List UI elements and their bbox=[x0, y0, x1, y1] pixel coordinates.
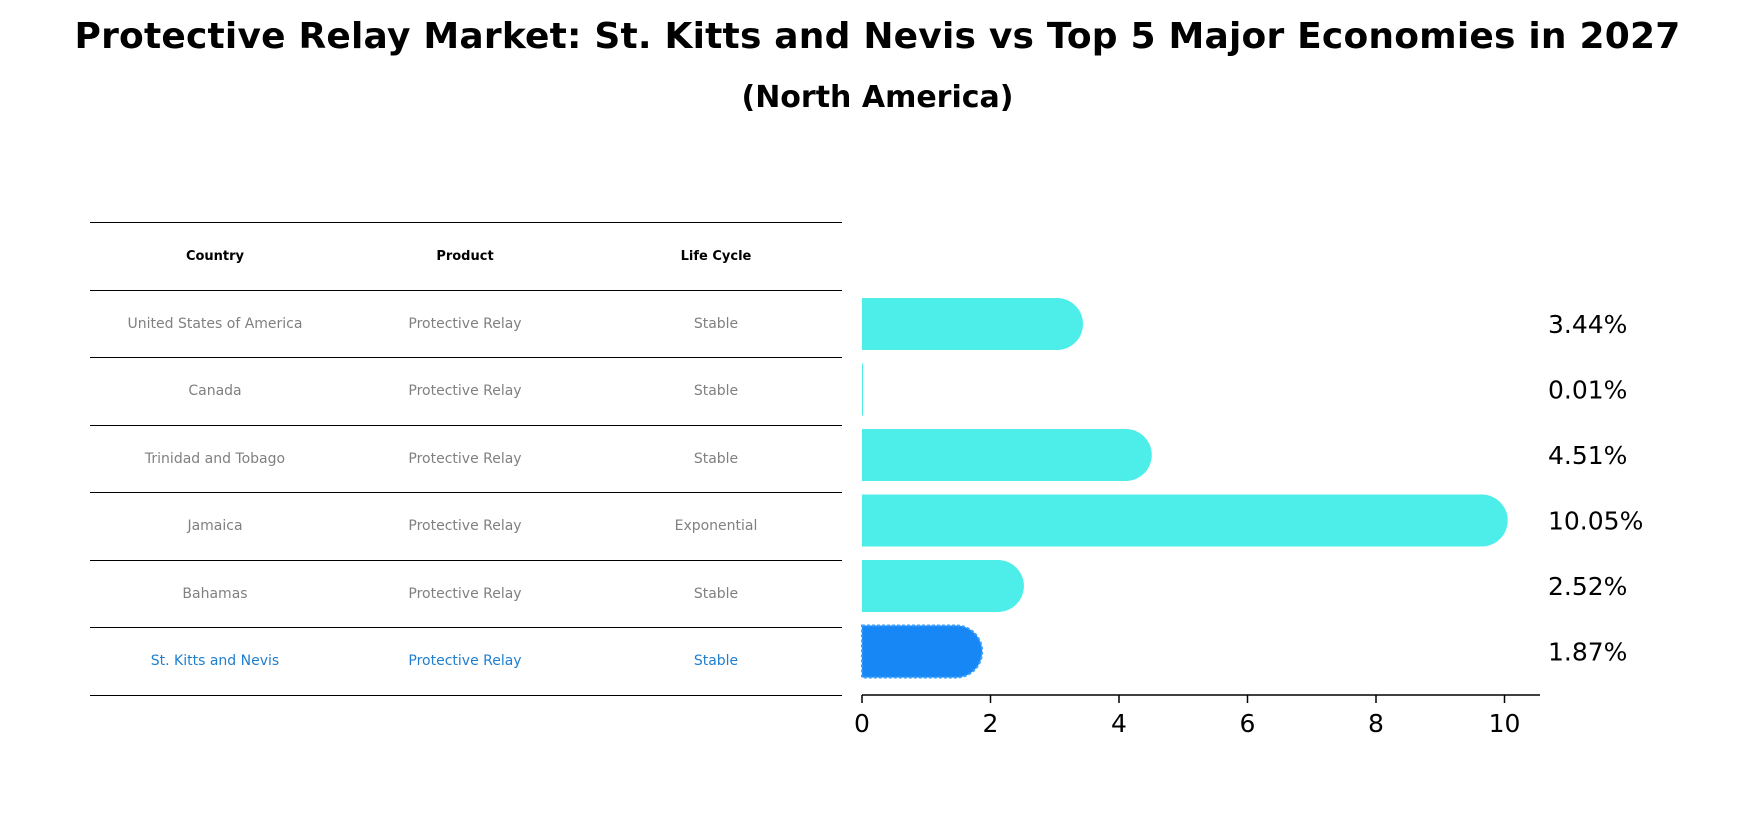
x-tick-label: 6 bbox=[1240, 709, 1256, 738]
bar-value-label: 3.44% bbox=[1548, 310, 1627, 339]
cell-life-cycle: Stable bbox=[693, 383, 739, 400]
bar bbox=[862, 363, 863, 416]
bar-value-label: 0.01% bbox=[1548, 376, 1627, 405]
cell-product: Protective Relay bbox=[408, 450, 522, 467]
cell-life-cycle: Stable bbox=[693, 653, 739, 670]
x-tick-label: 4 bbox=[1111, 709, 1127, 738]
cell-life-cycle: Exponential bbox=[674, 518, 758, 535]
cell-country: United States of America bbox=[127, 315, 303, 332]
bar-value-label: 1.87% bbox=[1548, 638, 1627, 667]
table-header-row: Country Product Life Cycle bbox=[90, 222, 842, 290]
cell-life-cycle: Stable bbox=[693, 450, 739, 467]
header-country: Country bbox=[185, 248, 245, 264]
country-table: Country Product Life Cycle United States… bbox=[90, 222, 842, 696]
header-life-cycle: Life Cycle bbox=[680, 248, 752, 264]
cell-life-cycle: Stable bbox=[693, 315, 739, 332]
chart-subtitle: (North America) bbox=[741, 80, 1014, 115]
cell-product: Protective Relay bbox=[408, 585, 522, 602]
table-row-highlight: St. Kitts and Nevis Protective Relay Sta… bbox=[90, 627, 842, 696]
chart-title: Protective Relay Market: St. Kitts and N… bbox=[74, 16, 1681, 57]
bar bbox=[862, 494, 1508, 547]
x-tick-label: 2 bbox=[983, 709, 999, 738]
bar-value-label: 2.52% bbox=[1548, 572, 1627, 601]
bar-highlight bbox=[861, 624, 984, 679]
cell-country: Canada bbox=[188, 383, 242, 400]
table-row: Canada Protective Relay Stable bbox=[90, 357, 842, 425]
table-row: Bahamas Protective Relay Stable bbox=[90, 559, 842, 628]
cell-product: Protective Relay bbox=[408, 518, 522, 535]
bar bbox=[862, 298, 1084, 350]
cell-country: St. Kitts and Nevis bbox=[150, 653, 280, 670]
cell-country: Trinidad and Tobago bbox=[144, 450, 286, 467]
cell-product: Protective Relay bbox=[408, 315, 522, 332]
bar-value-label: 10.05% bbox=[1548, 507, 1643, 536]
header-product: Product bbox=[436, 248, 494, 264]
cell-country: Jamaica bbox=[187, 518, 243, 535]
bar bbox=[862, 560, 1024, 612]
cell-product: Protective Relay bbox=[408, 383, 522, 400]
table-row: United States of America Protective Rela… bbox=[90, 289, 842, 358]
bar-value-label: 4.51% bbox=[1548, 441, 1627, 470]
bar bbox=[862, 429, 1152, 481]
cell-product: Protective Relay bbox=[408, 653, 522, 670]
table-row: Trinidad and Tobago Protective Relay Sta… bbox=[90, 424, 842, 493]
table-row: Jamaica Protective Relay Exponential bbox=[90, 492, 842, 560]
x-tick-label: 8 bbox=[1368, 709, 1384, 738]
x-tick-label: 0 bbox=[854, 709, 870, 738]
x-tick-label: 10 bbox=[1489, 709, 1521, 738]
cell-life-cycle: Stable bbox=[693, 585, 739, 602]
cell-country: Bahamas bbox=[182, 585, 248, 602]
